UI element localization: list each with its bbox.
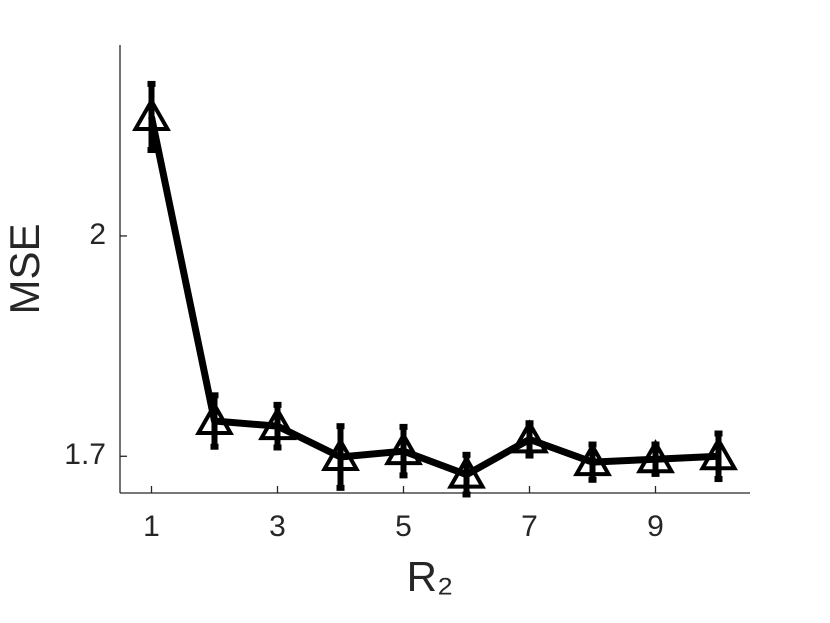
marker (258, 406, 297, 441)
y-tick-label: 1.7 (64, 438, 106, 471)
marker (132, 96, 171, 131)
x-axis-label: R₂ (407, 553, 454, 600)
marker (195, 400, 234, 436)
y-axis-label: MSE (1, 223, 48, 314)
x-tick-label: 1 (143, 510, 160, 543)
x-tick-label: 3 (269, 510, 286, 543)
marker (384, 431, 423, 466)
marker (573, 442, 612, 477)
x-tick-label: 9 (647, 510, 664, 543)
data-line (148, 116, 719, 479)
marker (321, 436, 360, 472)
marker (510, 419, 549, 454)
marker (636, 439, 675, 474)
x-tick-label: 5 (395, 510, 412, 543)
marker (447, 454, 486, 489)
x-tick-label: 7 (521, 510, 538, 543)
marker (699, 436, 738, 471)
y-tick-label: 2 (89, 218, 106, 251)
